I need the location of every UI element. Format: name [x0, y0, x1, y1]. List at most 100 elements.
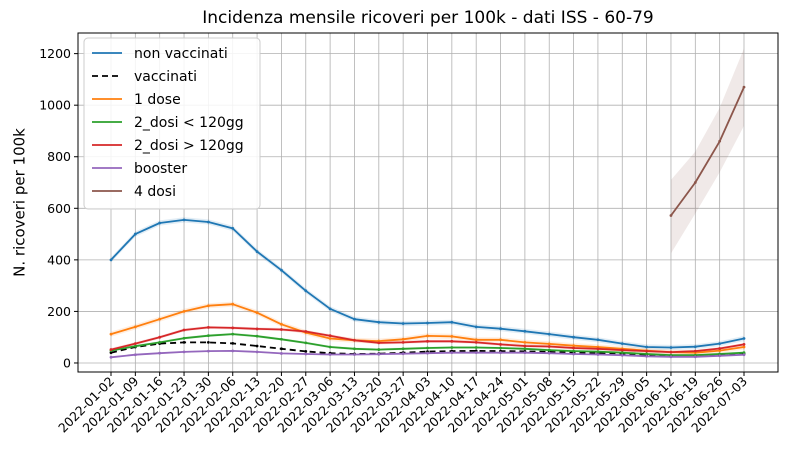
data-point — [620, 342, 624, 346]
data-point — [742, 351, 746, 355]
data-point — [206, 349, 210, 353]
data-point — [206, 334, 210, 338]
data-point — [742, 343, 746, 346]
y-tick-label: 600 — [47, 201, 71, 216]
data-point — [450, 335, 454, 338]
data-point — [255, 311, 259, 315]
data-point — [596, 338, 600, 342]
legend-label: 4 dosi — [134, 184, 176, 200]
data-point — [231, 349, 235, 353]
data-point — [693, 355, 697, 359]
data-point — [474, 346, 478, 349]
data-point — [523, 347, 527, 351]
data-point — [572, 346, 575, 350]
data-point — [353, 338, 356, 342]
data-point — [693, 349, 697, 353]
data-point — [426, 334, 429, 338]
data-point — [669, 214, 673, 217]
data-point — [304, 330, 308, 333]
data-point — [718, 342, 722, 346]
data-point — [718, 349, 722, 353]
data-point — [182, 336, 186, 340]
data-point — [426, 339, 429, 343]
data-point — [328, 307, 332, 311]
data-point — [280, 322, 283, 326]
data-point — [377, 352, 381, 356]
data-point — [328, 345, 332, 349]
legend-label: non vaccinati — [134, 46, 228, 62]
data-point — [280, 268, 283, 272]
data-point — [133, 342, 137, 346]
data-point — [572, 335, 575, 339]
data-point — [182, 310, 186, 313]
data-point — [450, 351, 454, 355]
data-point — [133, 232, 137, 236]
data-point — [474, 325, 478, 329]
data-point — [304, 289, 308, 293]
data-point — [109, 351, 113, 355]
data-point — [620, 353, 624, 357]
data-point — [669, 346, 673, 349]
data-point — [353, 317, 356, 321]
data-point — [499, 338, 502, 342]
data-point — [328, 334, 332, 338]
data-point — [255, 250, 259, 254]
data-point — [572, 352, 575, 356]
data-point — [231, 332, 235, 336]
data-point — [499, 343, 502, 346]
data-point — [401, 337, 405, 341]
data-point — [206, 340, 210, 344]
data-point — [377, 348, 381, 351]
data-point — [377, 341, 381, 345]
series-line — [670, 86, 745, 217]
data-point — [426, 351, 429, 355]
data-point — [158, 351, 162, 355]
data-point — [206, 326, 210, 329]
data-point — [133, 344, 137, 348]
data-point — [280, 328, 283, 331]
data-point — [401, 322, 405, 325]
data-point — [304, 352, 308, 356]
data-point — [547, 345, 551, 348]
data-point — [280, 352, 283, 355]
data-point — [401, 347, 405, 351]
legend-label: 2_dosi < 120gg — [134, 115, 244, 131]
data-point — [206, 220, 210, 224]
data-point — [620, 348, 624, 352]
data-point — [304, 341, 308, 345]
y-axis-label: N. ricoveri per 100k — [11, 128, 29, 277]
data-point — [255, 344, 259, 348]
y-tick-label: 1200 — [39, 46, 71, 61]
data-point — [718, 139, 722, 143]
data-point — [572, 349, 575, 353]
data-point — [450, 346, 454, 349]
data-point — [718, 354, 722, 358]
data-point — [669, 350, 673, 354]
data-point — [109, 355, 113, 359]
legend-label: booster — [134, 161, 187, 177]
data-point — [547, 348, 551, 352]
data-point — [182, 218, 186, 222]
data-point — [474, 340, 478, 344]
data-point — [231, 227, 235, 230]
data-point — [182, 328, 186, 332]
data-point — [255, 334, 259, 338]
data-point — [401, 340, 405, 344]
data-point — [133, 325, 137, 329]
data-point — [304, 349, 308, 353]
data-point — [280, 337, 283, 341]
data-point — [645, 352, 649, 356]
data-point — [426, 346, 429, 350]
data-point — [693, 181, 697, 184]
y-tick-label: 0 — [63, 355, 71, 370]
data-point — [718, 347, 722, 350]
data-point — [377, 320, 381, 324]
data-point — [596, 347, 600, 351]
data-point — [742, 345, 746, 349]
data-point — [255, 327, 259, 331]
data-point — [742, 85, 746, 89]
y-tick-label: 200 — [47, 304, 71, 319]
data-point — [645, 349, 649, 353]
data-point — [596, 353, 600, 356]
